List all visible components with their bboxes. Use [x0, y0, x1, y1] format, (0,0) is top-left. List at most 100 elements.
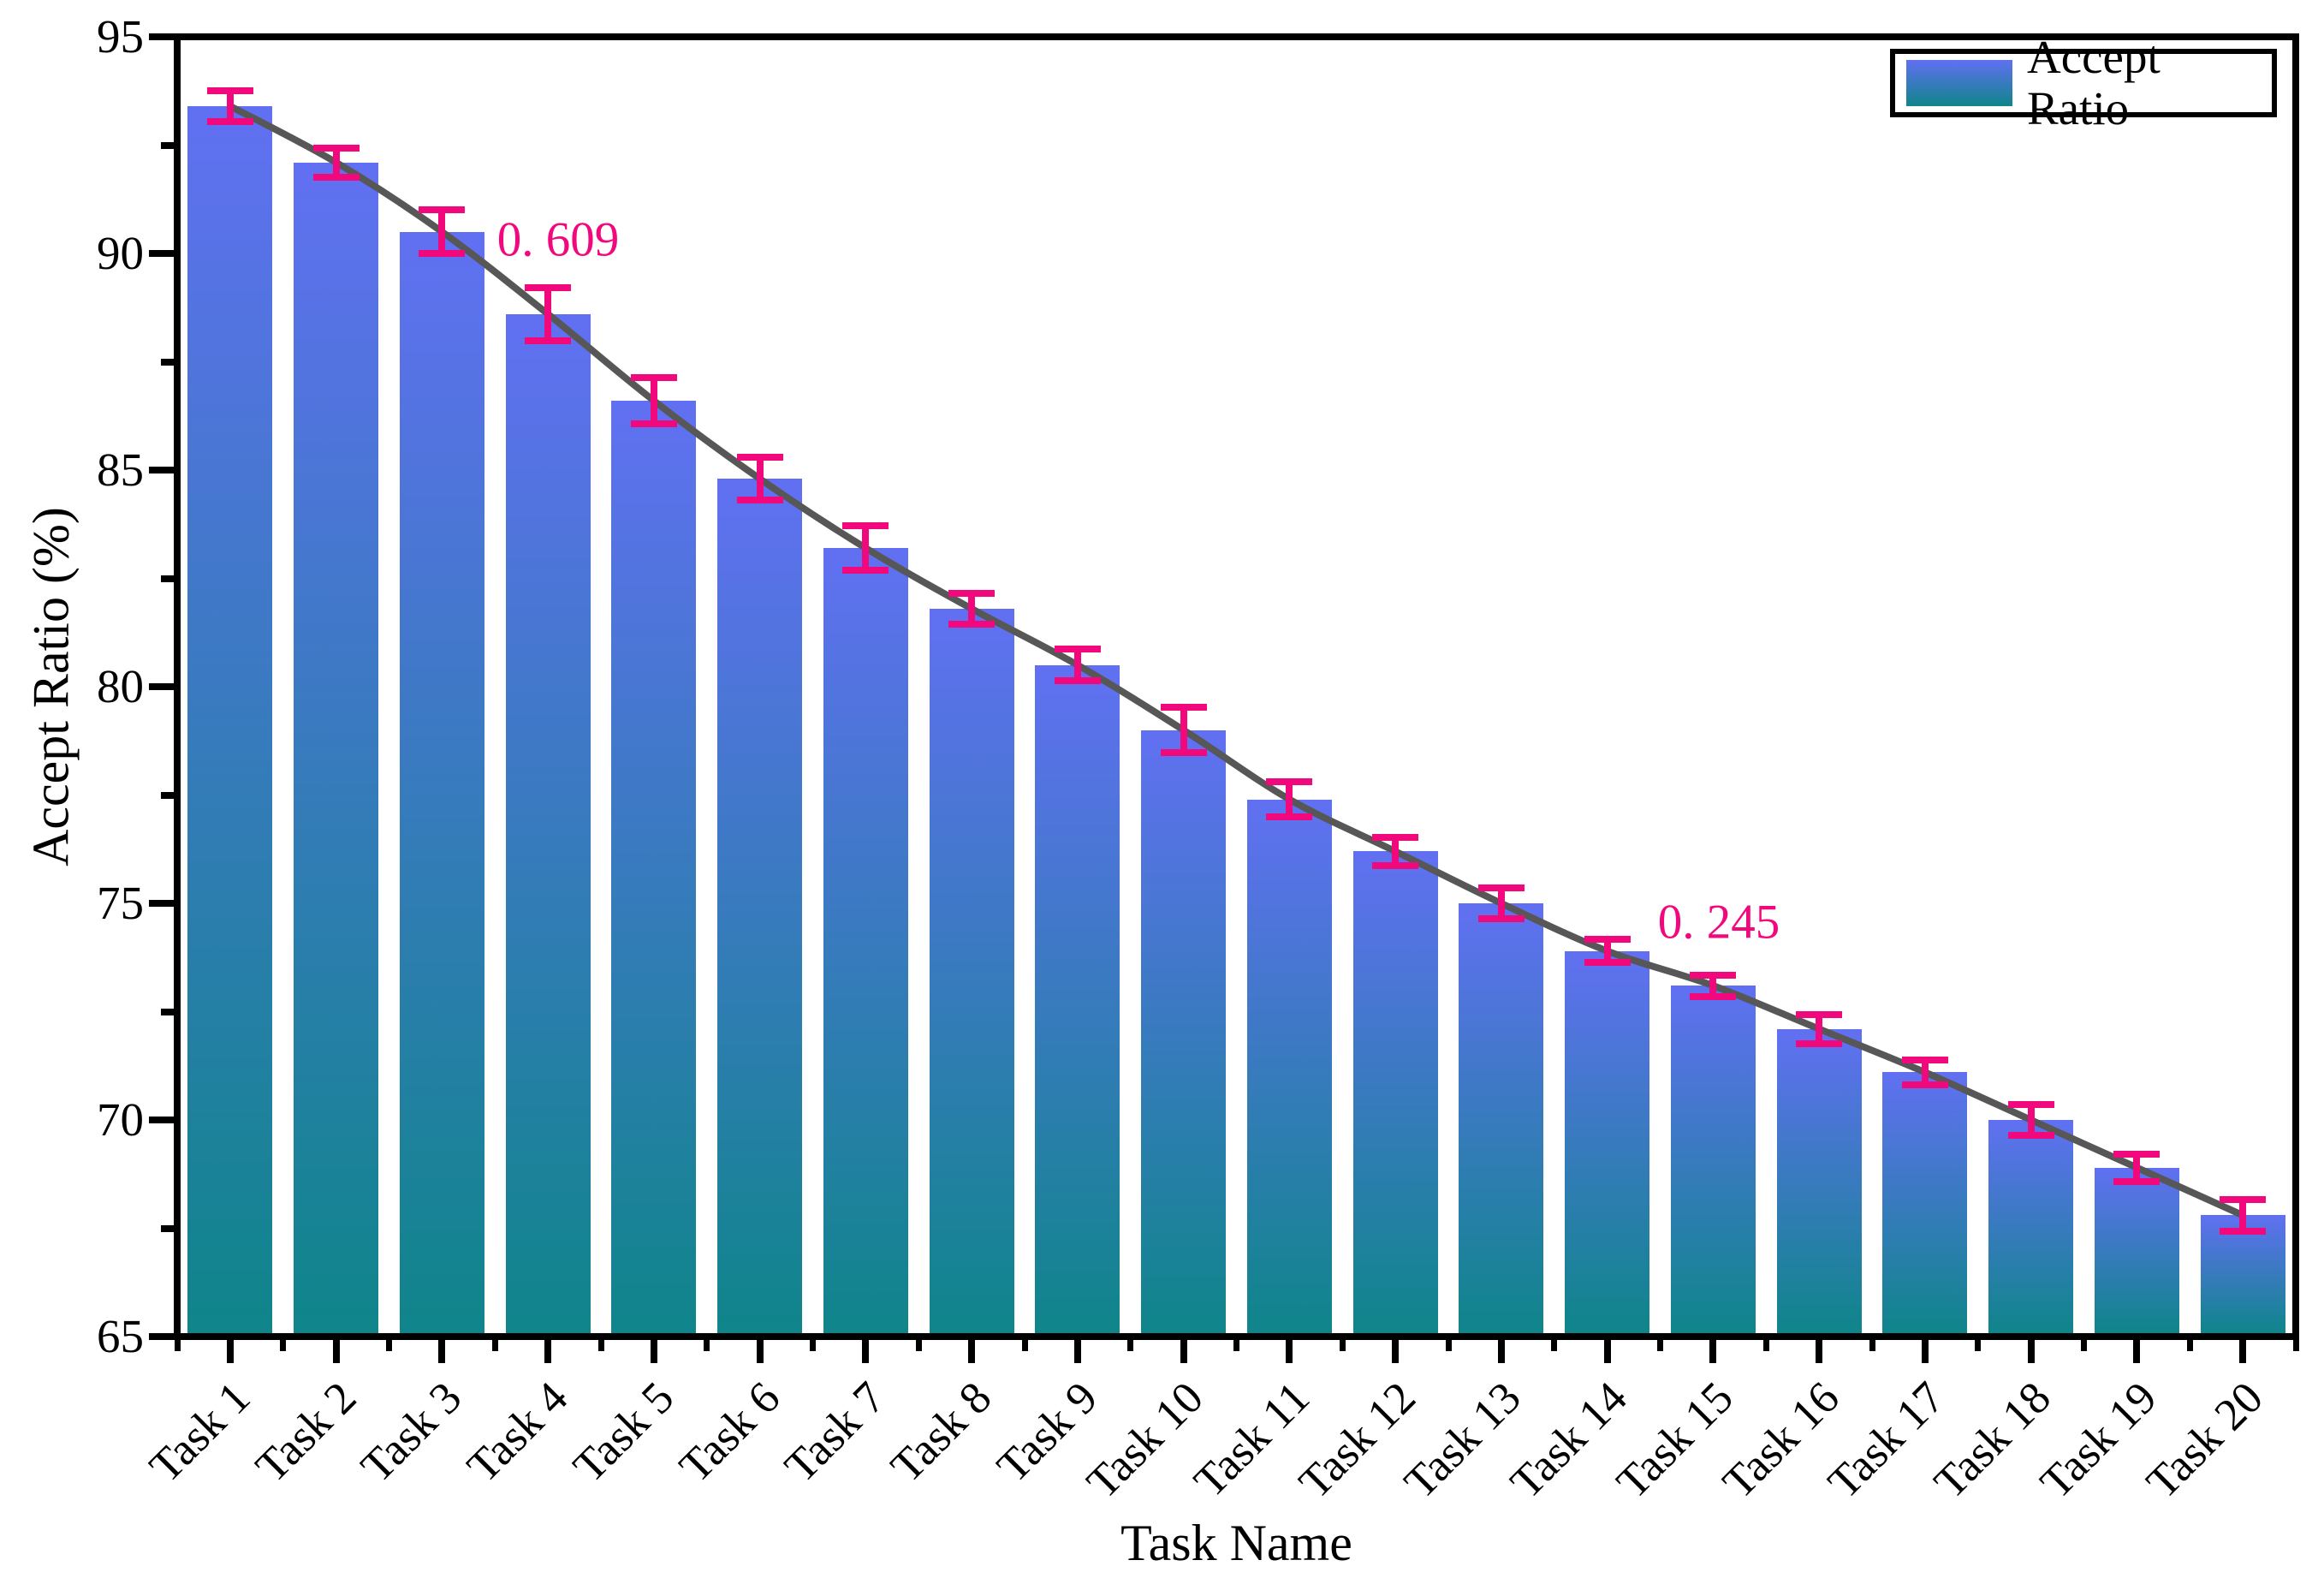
error-cap-bottom	[1584, 959, 1631, 967]
x-minor-tick	[704, 1340, 710, 1351]
x-minor-tick	[1233, 1340, 1239, 1351]
error-cap-top	[525, 284, 572, 291]
x-major-tick	[1180, 1340, 1187, 1363]
x-major-tick	[544, 1340, 552, 1363]
x-minor-tick	[597, 1340, 604, 1351]
error-cap-bottom	[842, 567, 889, 575]
error-stem	[1921, 1060, 1929, 1085]
bar-task-4	[505, 313, 591, 1333]
x-major-tick	[1392, 1340, 1400, 1363]
error-stem	[1603, 939, 1611, 963]
x-minor-tick	[1869, 1340, 1875, 1351]
error-cap-top	[1054, 646, 1101, 652]
error-cap-top	[2220, 1195, 2267, 1203]
error-cap-top	[312, 144, 360, 152]
error-cap-bottom	[419, 250, 466, 257]
x-major-tick	[2133, 1340, 2141, 1363]
bar-task-13	[1459, 903, 1544, 1333]
error-cap-top	[2113, 1150, 2161, 1158]
legend-label: Accept Ratio	[2027, 31, 2161, 134]
error-cap-bottom	[1266, 813, 1313, 820]
x-minor-tick	[174, 1340, 181, 1351]
bar-task-3	[399, 231, 484, 1333]
error-value-annotation-2: 0. 245	[1657, 895, 1780, 950]
x-major-tick	[1603, 1340, 1611, 1363]
y-major-tick	[149, 1117, 174, 1123]
y-minor-tick	[161, 791, 174, 799]
x-major-tick	[438, 1340, 446, 1363]
x-major-tick	[1073, 1340, 1081, 1363]
y-major-tick	[149, 683, 174, 690]
bar-task-20	[2200, 1215, 2285, 1333]
x-minor-tick	[1551, 1340, 1558, 1351]
error-cap-bottom	[2113, 1177, 2161, 1185]
trend-line	[226, 103, 2247, 1219]
x-minor-tick	[2081, 1340, 2087, 1351]
error-stem	[2239, 1199, 2247, 1232]
error-cap-top	[1690, 971, 1737, 979]
error-value-annotation-1: 0. 609	[496, 212, 620, 267]
x-minor-tick	[386, 1340, 392, 1351]
x-minor-tick	[1127, 1340, 1134, 1351]
x-major-tick	[756, 1340, 764, 1363]
x-major-tick	[1921, 1340, 1929, 1363]
y-tick-label-85: 85	[97, 444, 144, 496]
x-major-tick	[1709, 1340, 1717, 1363]
error-stem	[650, 377, 657, 425]
error-cap-bottom	[1477, 914, 1525, 922]
bar-task-6	[717, 479, 803, 1333]
bar-task-16	[1776, 1028, 1862, 1333]
x-major-tick	[1497, 1340, 1505, 1363]
x-minor-tick	[280, 1340, 287, 1351]
x-minor-tick	[1975, 1340, 1982, 1351]
error-cap-bottom	[1054, 677, 1101, 685]
error-cap-top	[1477, 884, 1525, 892]
error-stem	[544, 288, 552, 341]
error-cap-top	[206, 86, 253, 94]
error-stem	[1497, 888, 1505, 919]
y-minor-tick	[161, 575, 174, 582]
error-stem	[1709, 974, 1717, 997]
error-stem	[1392, 837, 1400, 866]
y-major-tick	[149, 1333, 174, 1340]
bar-task-1	[187, 106, 273, 1333]
error-cap-top	[948, 589, 996, 597]
error-stem	[862, 525, 870, 571]
error-stem	[1816, 1014, 1823, 1044]
x-minor-tick	[2292, 1340, 2299, 1351]
x-minor-tick	[810, 1340, 816, 1351]
error-cap-top	[1901, 1057, 1948, 1064]
x-minor-tick	[1762, 1340, 1769, 1351]
y-tick-label-95: 95	[97, 10, 144, 63]
y-minor-tick	[161, 1224, 174, 1232]
bar-task-19	[2094, 1167, 2179, 1333]
error-cap-bottom	[206, 118, 253, 126]
error-cap-bottom	[1690, 992, 1737, 1000]
error-stem	[1180, 707, 1187, 753]
y-major-tick	[149, 33, 174, 40]
error-cap-bottom	[736, 496, 783, 503]
bar-task-14	[1565, 950, 1650, 1333]
plot-frame	[174, 33, 2299, 1340]
x-major-tick	[1816, 1340, 1823, 1363]
y-tick-label-90: 90	[97, 227, 144, 279]
x-minor-tick	[915, 1340, 922, 1351]
error-stem	[756, 457, 764, 500]
bar-task-17	[1882, 1072, 1968, 1333]
error-cap-top	[1372, 833, 1419, 841]
bar-task-11	[1246, 799, 1332, 1333]
error-cap-top	[842, 521, 889, 529]
error-cap-top	[2007, 1100, 2054, 1108]
error-cap-bottom	[2220, 1228, 2267, 1235]
bar-task-10	[1141, 730, 1227, 1333]
error-stem	[2027, 1104, 2035, 1136]
error-cap-bottom	[1901, 1081, 1948, 1088]
error-cap-top	[630, 373, 677, 381]
error-cap-top	[1584, 936, 1631, 943]
y-minor-tick	[161, 141, 174, 149]
bar-task-12	[1352, 851, 1438, 1333]
bar-task-7	[823, 548, 908, 1333]
x-major-tick	[1286, 1340, 1293, 1363]
